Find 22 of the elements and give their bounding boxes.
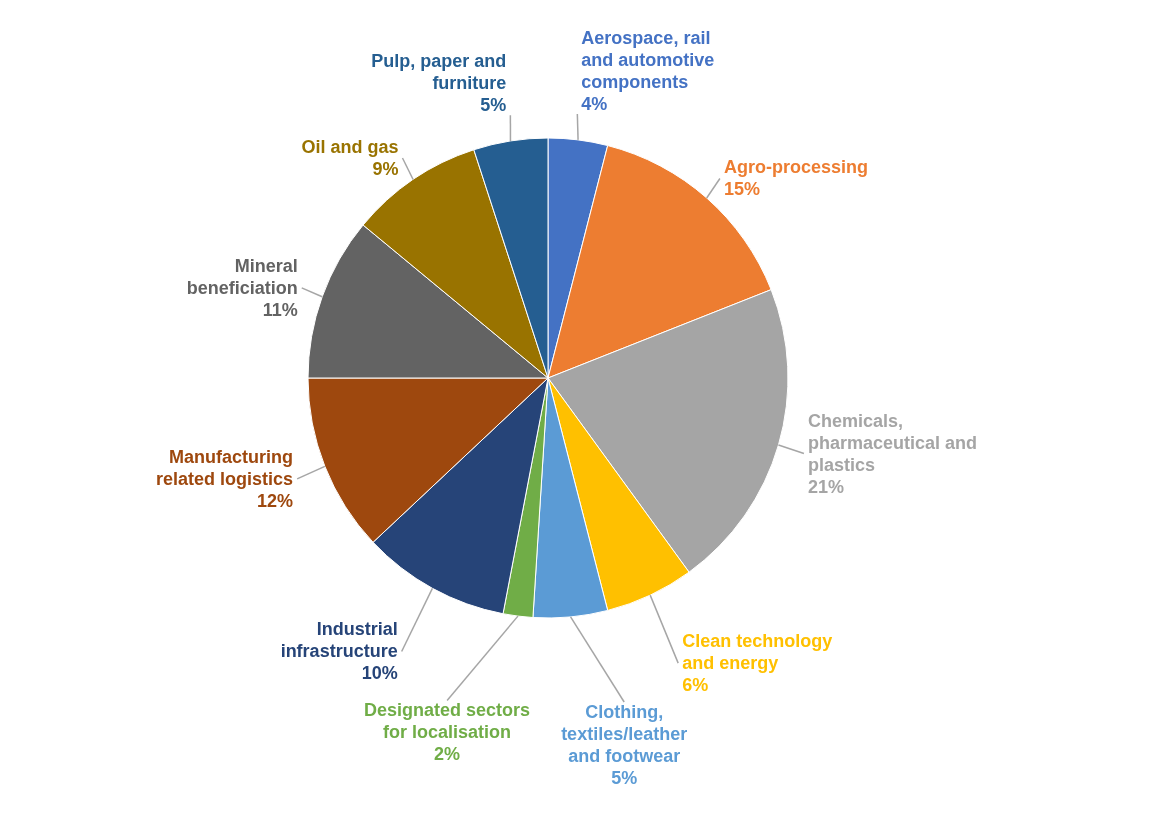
- data-label: 21%: [807, 476, 844, 497]
- data-label: 5%: [480, 95, 507, 116]
- data-label: 10%: [361, 663, 398, 684]
- slice-label: Clothing, textiles/leather and footwear: [561, 702, 688, 767]
- data-label: 9%: [372, 159, 399, 179]
- slice-label: Oil and gas: [301, 137, 399, 157]
- data-label: 15%: [723, 179, 760, 200]
- data-label: 4%: [581, 94, 608, 115]
- slice-label: Aerospace, rail and automotive components: [581, 28, 715, 93]
- slice-label: Designated sectors for localisation: [364, 700, 531, 743]
- slice-label: Manufacturing related logistics: [156, 446, 294, 489]
- slice-label: Industrial infrastructure: [280, 619, 398, 662]
- slice-label: Agro-processing: [723, 157, 868, 178]
- slice-label: Chemicals, pharmaceutical and plastics: [807, 410, 977, 475]
- data-label: 2%: [434, 744, 461, 765]
- slice-label: Mineral beneficiation: [186, 255, 298, 298]
- data-label: 6%: [682, 675, 709, 696]
- slice-label: Pulp, paper and furniture: [371, 51, 507, 94]
- data-label: 12%: [257, 490, 294, 511]
- data-label: 5%: [611, 768, 638, 789]
- slice-label: Clean technology and energy: [682, 631, 833, 674]
- data-label: 11%: [262, 299, 298, 320]
